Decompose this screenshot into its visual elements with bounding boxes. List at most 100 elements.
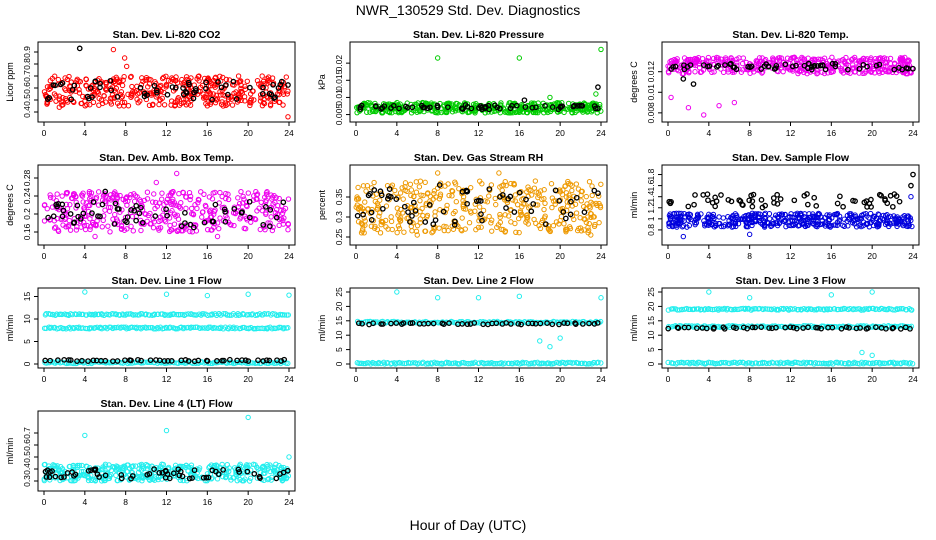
data-point-all [671, 211, 677, 217]
data-point-all [364, 109, 370, 115]
y-tick-label: 15 [22, 292, 32, 302]
data-point-all [578, 188, 584, 195]
data-point-all [834, 219, 841, 225]
data-point-all [276, 99, 282, 105]
data-point-all [869, 352, 875, 359]
y-tick-label: 0.16 [22, 223, 32, 240]
data-point-all [506, 360, 512, 367]
data-point-all [591, 214, 597, 220]
data-point-hourly [97, 84, 103, 91]
data-point-all [578, 192, 584, 199]
data-point-all [729, 306, 735, 313]
y-tick-label: 0.24 [22, 187, 32, 204]
data-point-hourly [164, 91, 171, 98]
data-point-all [783, 223, 789, 230]
data-point-all [216, 225, 222, 232]
data-point-hourly [90, 199, 97, 205]
data-point-all [807, 214, 813, 221]
data-point-all [60, 222, 66, 228]
data-point-all [512, 198, 518, 204]
y-tick-label: 0.6 [22, 439, 32, 451]
data-point-hourly [114, 93, 121, 100]
data-point-all [788, 56, 794, 62]
data-point-all [117, 325, 124, 331]
data-point-all [733, 223, 739, 230]
data-point-all [394, 229, 400, 236]
data-point-all [743, 220, 749, 226]
data-point-hourly [99, 201, 106, 208]
data-point-all [102, 475, 109, 481]
y-tick-label: 1 [646, 216, 656, 221]
data-point-all [41, 89, 48, 95]
data-point-hourly [285, 82, 291, 88]
data-point-all [88, 190, 95, 196]
data-point-all [491, 108, 497, 115]
data-point-hourly [273, 214, 280, 221]
plot-frame [661, 164, 920, 246]
x-tick-label: 12 [786, 251, 796, 261]
data-point-all [414, 222, 421, 229]
y-tick-label: 0.5 [22, 94, 32, 106]
data-point-hourly [814, 63, 821, 69]
data-point-hourly [452, 218, 458, 225]
data-point-hourly [371, 187, 378, 193]
data-point-hourly [68, 96, 75, 103]
data-point-all [99, 224, 105, 230]
data-point-all [524, 212, 530, 218]
data-point-all [552, 198, 559, 204]
data-point-hourly [430, 320, 437, 327]
data-point-all [230, 324, 237, 330]
data-point-all [170, 202, 177, 208]
data-point-all [124, 311, 130, 317]
data-point-hourly [876, 61, 883, 68]
data-point-all [238, 188, 244, 195]
data-point-all [779, 211, 786, 218]
data-point-hourly [210, 218, 217, 225]
y-tick-label: 0.005 [334, 104, 344, 126]
data-point-all [413, 228, 420, 235]
data-point-all [498, 100, 504, 106]
data-point-all [55, 76, 62, 83]
data-point-all [523, 213, 530, 219]
data-point-all [452, 181, 459, 187]
data-point-hourly [907, 325, 913, 332]
data-point-all [225, 196, 232, 203]
data-point-all [41, 218, 48, 224]
data-point-all [226, 465, 232, 471]
data-point-all [371, 108, 377, 114]
data-point-hourly [511, 209, 518, 215]
data-point-all [598, 360, 604, 366]
data-point-all [795, 306, 802, 313]
data-point-hourly [718, 192, 724, 198]
data-point-all [188, 95, 194, 101]
data-point-all [147, 210, 153, 217]
data-point-hourly [75, 213, 82, 220]
data-point-hourly [153, 87, 160, 94]
data-point-all [541, 110, 547, 116]
data-point-all [225, 191, 231, 197]
data-point-all [88, 477, 95, 483]
data-point-all [383, 203, 390, 209]
data-point-all [187, 325, 193, 331]
data-point-all [533, 220, 539, 227]
data-point-all [138, 198, 144, 205]
data-point-all [480, 207, 487, 214]
data-point-hourly [409, 320, 416, 326]
data-point-all [833, 211, 840, 218]
data-point-all [388, 214, 394, 220]
data-point-hourly [850, 197, 856, 204]
data-point-all [835, 360, 842, 366]
data-point-all [231, 90, 237, 97]
data-point-hourly [67, 357, 74, 363]
data-point-all [269, 227, 276, 234]
data-point-all [220, 103, 226, 109]
data-point-all [591, 359, 598, 366]
data-point-all [462, 226, 468, 232]
data-point-all [432, 209, 438, 215]
data-point-hourly [204, 358, 211, 364]
data-point-hourly [507, 193, 514, 200]
data-point-all [598, 295, 604, 301]
x-tick-label: 8 [435, 128, 440, 138]
data-point-all [438, 360, 445, 366]
data-point-all [168, 311, 174, 318]
